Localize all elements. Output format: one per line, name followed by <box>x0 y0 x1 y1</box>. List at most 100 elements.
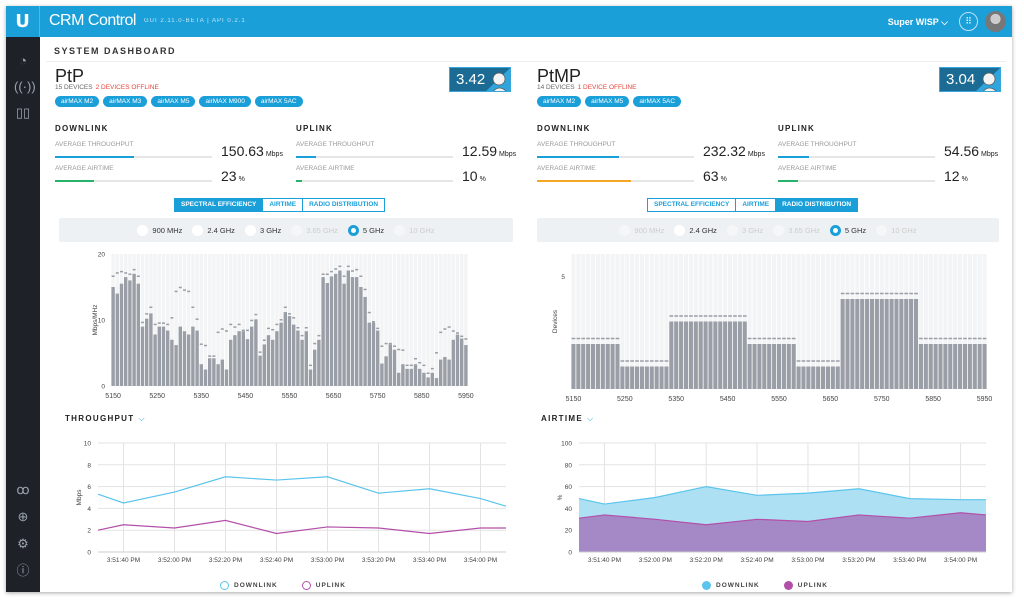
tab-spectral-efficiency[interactable]: SPECTRAL EFFICIENCY <box>175 199 264 211</box>
bar <box>850 299 855 389</box>
avg-throughput-value: 54.56 Mbps <box>944 143 998 159</box>
peak-marker <box>136 275 140 277</box>
bar-background <box>405 254 409 386</box>
chevron-down-icon[interactable]: ⌵ <box>138 414 146 423</box>
peak-marker <box>141 321 144 324</box>
peak-marker <box>208 355 212 357</box>
band-option[interactable]: 5 GHz <box>829 224 866 236</box>
bar <box>199 364 203 386</box>
score-badge[interactable]: 3.04 <box>939 67 1001 92</box>
unit: % <box>238 176 245 183</box>
legend-item[interactable]: UPLINK <box>783 581 828 590</box>
x-tick-label: 3:51:40 PM <box>588 557 621 564</box>
bar <box>140 326 145 386</box>
legend-item[interactable]: DOWNLINK <box>702 581 760 590</box>
users-icon[interactable]: ꝏ <box>16 482 30 497</box>
model-tag[interactable]: airMAX M5 <box>151 96 196 107</box>
bar <box>767 344 772 389</box>
y-tick-label: 0 <box>568 550 572 557</box>
crosshair-icon[interactable]: ⊕ <box>17 509 29 524</box>
bar-background <box>376 254 380 386</box>
peak-marker <box>914 292 918 295</box>
model-tag[interactable]: airMAX M2 <box>537 96 582 107</box>
radio-button[interactable] <box>347 224 359 236</box>
devices-offline[interactable]: 2 DEVICES OFFLINE <box>95 84 159 91</box>
radio-button[interactable] <box>137 224 149 236</box>
peak-marker <box>830 360 835 362</box>
radio-button[interactable] <box>244 224 256 236</box>
value: 63 <box>703 168 719 184</box>
y-tick-label: 0 <box>87 550 91 557</box>
avatar[interactable] <box>985 11 1006 32</box>
bar <box>464 345 468 386</box>
model-tag[interactable]: airMAX M2 <box>55 96 100 107</box>
mascot-body <box>493 87 507 91</box>
peak-marker <box>351 270 354 272</box>
antenna-icon[interactable]: ((·)) <box>14 79 36 94</box>
bar <box>928 344 933 389</box>
band-option[interactable]: 900 MHz <box>137 224 182 236</box>
peak-marker <box>367 311 371 314</box>
tab-radio-distribution[interactable]: RADIO DISTRIBUTION <box>776 199 858 211</box>
peak-marker <box>596 337 600 340</box>
radio-button[interactable] <box>674 224 686 236</box>
line-chart-title[interactable]: AIRTIME ⌵ <box>541 414 594 424</box>
tab-airtime[interactable]: AIRTIME <box>736 199 777 211</box>
page-title: SYSTEM DASHBOARD <box>54 46 177 56</box>
model-tag[interactable]: airMAX M3 <box>103 96 148 107</box>
peak-marker <box>300 334 304 337</box>
band-label: 10 GHz <box>409 225 435 235</box>
dashboard-icon[interactable]: ◔ <box>19 53 27 68</box>
bar-background <box>187 254 191 386</box>
bar-background <box>317 254 321 386</box>
band-label: 3 GHz <box>259 225 282 235</box>
tab-spectral-efficiency[interactable]: SPECTRAL EFFICIENCY <box>648 199 737 211</box>
peak-marker <box>591 337 595 340</box>
chevron-down-icon[interactable]: ⌵ <box>587 414 595 423</box>
info-icon[interactable]: ⓘ <box>16 563 30 578</box>
peak-marker <box>233 326 237 328</box>
bar <box>889 299 894 389</box>
band-option[interactable]: 5 GHz <box>347 224 384 236</box>
bar <box>124 277 128 386</box>
bar <box>346 270 350 386</box>
bar <box>439 359 443 386</box>
tab-radio-distribution[interactable]: RADIO DISTRIBUTION <box>309 201 379 208</box>
peak-marker <box>698 315 703 317</box>
bar-background <box>620 254 625 389</box>
grid-icon[interactable]: ⠿ <box>959 12 978 31</box>
bar <box>132 273 136 386</box>
value: 12 <box>944 168 960 184</box>
tab-airtime[interactable]: AIRTIME <box>263 199 304 211</box>
score-badge[interactable]: 3.42 <box>449 67 511 92</box>
mascot-head <box>982 72 996 86</box>
radio-button[interactable] <box>192 224 204 236</box>
band-option[interactable]: 2.4 GHz <box>192 224 235 236</box>
bar-background <box>576 254 581 389</box>
ubiquiti-logo[interactable]: U <box>6 6 40 37</box>
settings-icon[interactable]: ⚙ <box>17 536 29 551</box>
line-chart-title[interactable]: THROUGHPUT ⌵ <box>65 414 146 424</box>
peak-marker <box>684 315 688 317</box>
model-tag[interactable]: airMAX 5AC <box>633 96 682 107</box>
band-option[interactable]: 3 GHz <box>244 224 282 236</box>
bar <box>728 321 733 389</box>
org-selector[interactable]: Super WISP ⌵ <box>888 17 948 28</box>
radio-button[interactable] <box>829 224 841 236</box>
legend-item[interactable]: DOWNLINK <box>220 581 278 590</box>
peak-marker <box>220 328 224 330</box>
bar-background <box>300 254 304 386</box>
devices-offline[interactable]: 1 DEVICE OFFLINE <box>577 84 637 91</box>
bar-background <box>772 254 777 389</box>
map-icon[interactable]: ▯▯ <box>15 105 31 120</box>
peak-marker <box>288 313 291 315</box>
model-tag[interactable]: airMAX M5 <box>585 96 630 107</box>
peak-marker <box>372 321 375 323</box>
bar <box>279 322 283 386</box>
legend-item[interactable]: UPLINK <box>301 581 346 590</box>
model-tag[interactable]: airMAX M900 <box>199 96 251 107</box>
model-tag[interactable]: airMAX 5AC <box>254 96 303 107</box>
peak-marker <box>279 319 283 321</box>
band-option[interactable]: 2.4 GHz <box>674 224 717 236</box>
band-option: 10 GHz <box>876 224 917 236</box>
